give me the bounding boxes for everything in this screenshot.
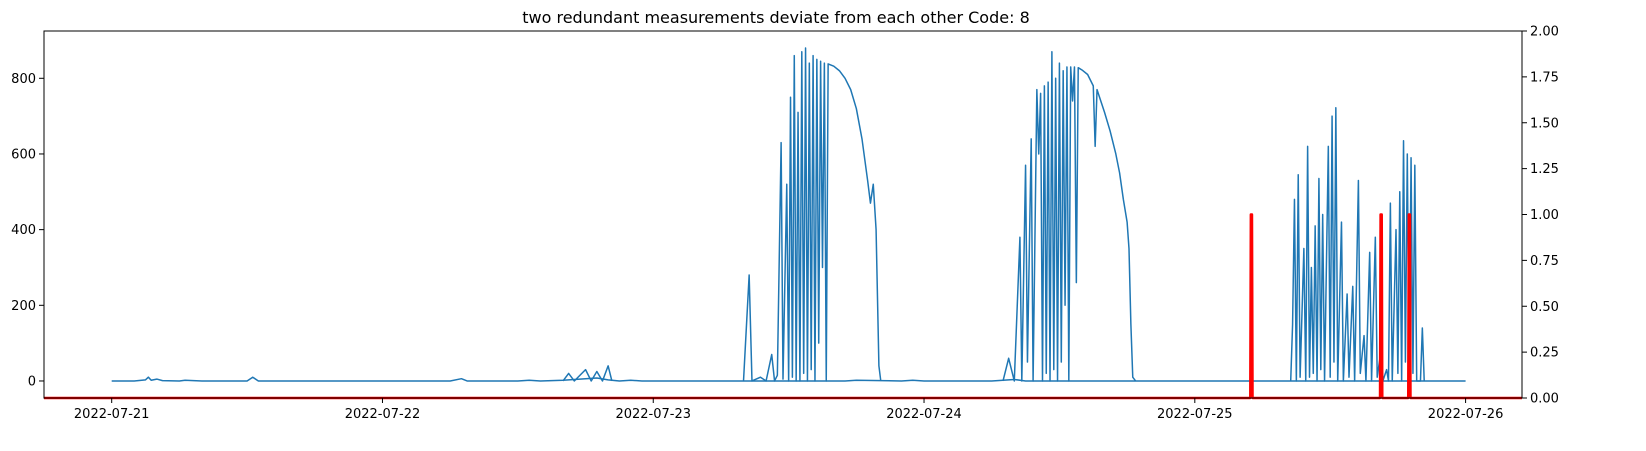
measurement-series-line-1 <box>562 365 613 382</box>
x-tick-label: 2022-07-24 <box>886 407 962 422</box>
right-tick-label: 0.00 <box>1530 392 1559 407</box>
x-axis: 2022-07-21 2022-07-22 2022-07-23 2022-07-24… <box>74 398 1503 422</box>
x-tick-label: 2022-07-22 <box>345 407 421 422</box>
right-tick-label: 1.25 <box>1530 162 1559 177</box>
flag-series-line-5 <box>44 213 1522 400</box>
right-tick-label: 1.75 <box>1530 70 1559 85</box>
right-tick-label: 0.50 <box>1530 300 1559 315</box>
x-tick-label: 2022-07-23 <box>615 407 691 422</box>
left-tick-label: 0 <box>28 374 36 389</box>
right-tick-label: 0.75 <box>1530 254 1559 269</box>
measurement-series-line-3 <box>1002 51 1137 382</box>
right-tick-label: 0.25 <box>1530 346 1559 361</box>
right-tick-label: 2.00 <box>1530 25 1559 40</box>
measurement-series-line-0 <box>111 376 1466 382</box>
left-tick-label: 600 <box>11 147 36 162</box>
right-y-axis: 0.00 0.25 0.50 0.75 1.00 1.25 1.50 1.75 2.00 <box>1522 25 1559 407</box>
left-tick-label: 400 <box>11 223 36 238</box>
measurement-series-line-2 <box>742 47 882 382</box>
chart-title: two redundant measurements deviate from … <box>522 8 1030 27</box>
left-y-axis: 0 200 400 600 800 <box>11 72 44 389</box>
series-layer <box>44 47 1522 400</box>
x-tick-label: 2022-07-26 <box>1428 407 1504 422</box>
measurement-series-line-4 <box>1289 107 1425 382</box>
left-tick-label: 800 <box>11 72 36 87</box>
x-tick-label: 2022-07-25 <box>1157 407 1233 422</box>
x-tick-label: 2022-07-21 <box>74 407 150 422</box>
left-tick-label: 200 <box>11 299 36 314</box>
right-tick-label: 1.50 <box>1530 116 1559 131</box>
right-tick-label: 1.00 <box>1530 208 1559 223</box>
